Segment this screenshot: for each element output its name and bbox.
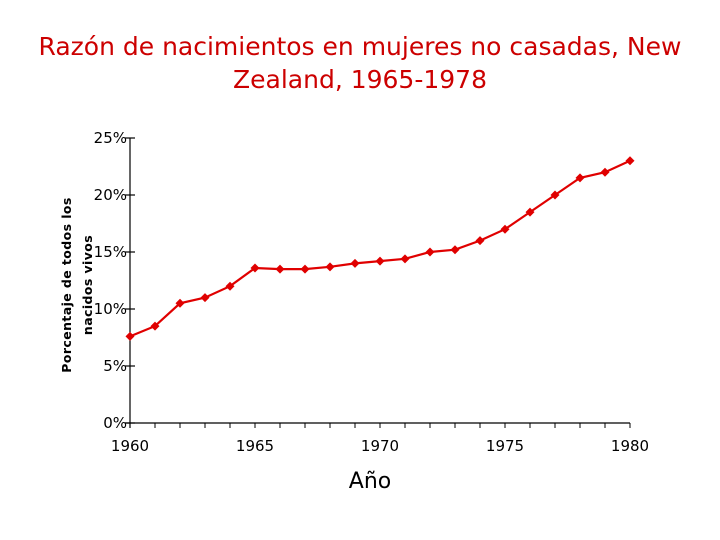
data-point xyxy=(300,264,310,274)
data-point xyxy=(350,258,360,268)
x-tick-label: 1965 xyxy=(236,437,274,455)
data-point xyxy=(150,321,160,331)
y-tick-label: 5% xyxy=(103,357,127,375)
chart-title: Razón de nacimientos en mujeres no casad… xyxy=(38,32,682,94)
x-tick-label: 1980 xyxy=(611,437,649,455)
data-point xyxy=(450,245,460,255)
y-tick-label: 20% xyxy=(94,186,127,204)
data-point xyxy=(325,262,335,272)
data-point xyxy=(550,190,560,200)
data-point xyxy=(200,293,210,303)
data-point xyxy=(250,263,260,273)
y-tick-label: 0% xyxy=(103,414,127,432)
y-axis-label-line1: Porcentaje de todos los xyxy=(59,197,74,372)
data-point xyxy=(175,298,185,308)
series-line xyxy=(129,159,631,338)
x-tick-label: 1975 xyxy=(486,437,524,455)
x-tick-label: 1960 xyxy=(111,437,149,455)
data-point xyxy=(625,156,635,166)
data-point xyxy=(475,236,485,246)
y-axis-label-line2: nacidos vivos xyxy=(80,235,95,335)
x-tick-label: 1970 xyxy=(361,437,399,455)
data-point xyxy=(425,247,435,257)
data-point xyxy=(600,167,610,177)
data-point xyxy=(225,281,235,291)
y-tick-label: 25% xyxy=(94,129,127,147)
y-tick-label: 15% xyxy=(94,243,127,261)
axes: 0% 5% 10% 15% 20% 25% 1960 1965 1970 1975 1980 xyxy=(94,129,649,455)
y-tick-label: 10% xyxy=(94,300,127,318)
data-point xyxy=(500,224,510,234)
series xyxy=(125,156,635,341)
data-point xyxy=(125,331,135,341)
x-axis-label: Año xyxy=(349,469,391,494)
data-point xyxy=(375,256,385,266)
data-point xyxy=(525,207,535,217)
data-point xyxy=(575,173,585,183)
data-point xyxy=(400,254,410,264)
data-point xyxy=(275,264,285,274)
